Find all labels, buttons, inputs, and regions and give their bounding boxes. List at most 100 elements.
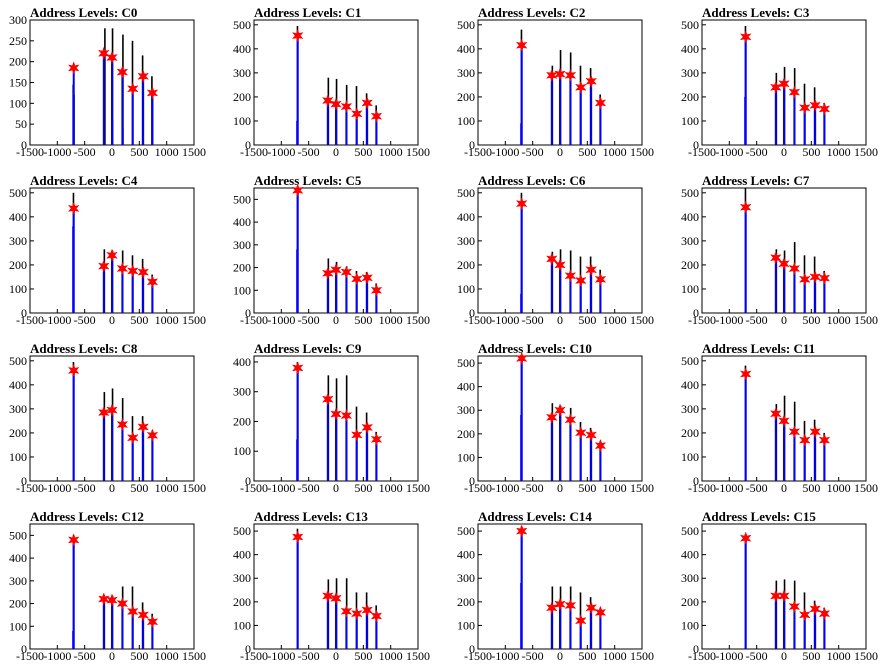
peak-marker bbox=[370, 432, 383, 447]
x-tick-label: -500 bbox=[298, 313, 320, 327]
blue-bar bbox=[72, 226, 75, 313]
panel-5: Address Levels: C50100200300400500-1500-… bbox=[233, 173, 430, 327]
panel-0: Address Levels: C0 0 50 100 150 200 250 300 -150… bbox=[9, 5, 206, 159]
y-tick-label: 200 bbox=[9, 597, 27, 611]
y-tick-label: 100 bbox=[233, 283, 251, 297]
blue-bar bbox=[296, 536, 299, 649]
blue-bar bbox=[793, 92, 796, 145]
blue-bar bbox=[744, 96, 747, 145]
blue-bar bbox=[102, 599, 105, 649]
y-tick-label: 500 bbox=[457, 524, 475, 538]
y-tick-label: 500 bbox=[681, 186, 699, 200]
blue-bar bbox=[793, 268, 796, 313]
blue-bar bbox=[814, 431, 817, 481]
blue-bar bbox=[814, 276, 817, 313]
x-tick-label: 1000 bbox=[155, 649, 179, 663]
peak-marker bbox=[574, 613, 587, 628]
blue-bar bbox=[102, 53, 105, 146]
y-tick-label: 400 bbox=[457, 548, 475, 562]
blue-bar bbox=[599, 102, 602, 145]
x-tick-label: -500 bbox=[74, 145, 96, 159]
x-tick-label: -500 bbox=[746, 313, 768, 327]
x-tick-label: -1000 bbox=[267, 145, 295, 159]
peak-marker bbox=[594, 272, 607, 287]
blue-bar bbox=[744, 374, 747, 481]
blue-bar bbox=[783, 595, 785, 649]
x-tick-label: 0 bbox=[333, 481, 339, 495]
y-tick-label: 300 bbox=[9, 402, 27, 416]
blue-bar bbox=[72, 370, 75, 481]
blue-bar bbox=[111, 120, 114, 145]
y-tick-label: 0 bbox=[469, 138, 475, 152]
y-tick-label: 100 bbox=[681, 114, 699, 128]
panel-title: Address Levels: C7 bbox=[702, 173, 810, 188]
blue-bar bbox=[121, 424, 124, 481]
blue-bar bbox=[569, 275, 572, 313]
peak-marker bbox=[97, 46, 110, 61]
blue-bar bbox=[823, 278, 826, 313]
x-tick-label: -1500 bbox=[688, 313, 716, 327]
x-tick-label: 1000 bbox=[155, 313, 179, 327]
x-tick-label: 0 bbox=[109, 145, 115, 159]
blue-bar bbox=[814, 105, 817, 145]
y-tick-label: 500 bbox=[233, 524, 251, 538]
blue-bar bbox=[569, 419, 572, 481]
y-tick-label: 400 bbox=[457, 42, 475, 56]
y-tick-label: 300 bbox=[457, 403, 475, 417]
peak-marker bbox=[798, 272, 811, 287]
x-tick-label: -1500 bbox=[240, 145, 268, 159]
y-tick-label: 0 bbox=[693, 138, 699, 152]
y-tick-label: 500 bbox=[681, 524, 699, 538]
x-tick-label: 0 bbox=[781, 145, 787, 159]
peak-marker bbox=[809, 98, 822, 113]
y-tick-label: 300 bbox=[9, 13, 27, 27]
blue-bar bbox=[803, 614, 806, 649]
y-tick-label: 100 bbox=[681, 618, 699, 632]
y-tick-label: 200 bbox=[681, 90, 699, 104]
blue-bar bbox=[72, 539, 75, 649]
y-tick-label: 100 bbox=[9, 450, 27, 464]
x-tick-label: 1500 bbox=[406, 145, 430, 159]
peak-marker bbox=[574, 425, 587, 440]
peak-marker bbox=[778, 256, 790, 271]
y-tick-label: 300 bbox=[681, 234, 699, 248]
blue-bar bbox=[803, 279, 806, 313]
peak-marker bbox=[116, 596, 129, 611]
blue-bar bbox=[569, 605, 572, 649]
blue-bar bbox=[590, 81, 593, 145]
x-tick-label: -1500 bbox=[464, 313, 492, 327]
peak-marker bbox=[321, 589, 334, 603]
x-tick-label: 0 bbox=[781, 649, 787, 663]
blue-bar bbox=[151, 92, 154, 145]
panel-title: Address Levels: C2 bbox=[478, 5, 585, 20]
x-tick-label: -500 bbox=[298, 145, 320, 159]
blue-bar bbox=[783, 83, 785, 145]
peak-marker bbox=[554, 597, 566, 611]
blue-bar bbox=[823, 613, 826, 649]
blue-bar bbox=[72, 630, 75, 649]
blue-bar bbox=[783, 420, 785, 481]
y-tick-label: 200 bbox=[681, 258, 699, 272]
panel-title: Address Levels: C13 bbox=[254, 509, 368, 524]
x-tick-label: 500 bbox=[578, 649, 596, 663]
blue-bar bbox=[744, 538, 747, 649]
y-tick-label: 400 bbox=[457, 380, 475, 394]
peak-marker bbox=[564, 598, 577, 613]
peak-marker bbox=[97, 592, 110, 606]
x-tick-label: -1500 bbox=[240, 649, 268, 663]
peak-marker bbox=[818, 606, 831, 621]
y-tick-label: 200 bbox=[457, 595, 475, 609]
peak-marker bbox=[361, 96, 374, 110]
x-tick-label: -1000 bbox=[267, 649, 295, 663]
peak-marker bbox=[321, 93, 334, 108]
x-tick-label: 1000 bbox=[603, 145, 627, 159]
blue-bar bbox=[131, 611, 134, 649]
panel-title: Address Levels: C4 bbox=[30, 173, 138, 188]
blue-bar bbox=[111, 410, 113, 481]
y-tick-label: 100 bbox=[9, 96, 27, 110]
y-tick-label: 200 bbox=[233, 414, 251, 428]
blue-bar bbox=[151, 621, 154, 649]
peak-marker bbox=[564, 412, 577, 427]
